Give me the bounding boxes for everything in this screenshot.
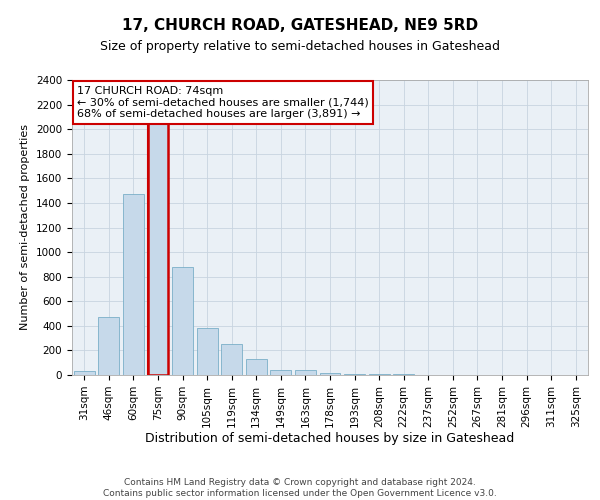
Bar xyxy=(172,267,193,375)
Text: Size of property relative to semi-detached houses in Gateshead: Size of property relative to semi-detach… xyxy=(100,40,500,53)
Text: 17 CHURCH ROAD: 74sqm
← 30% of semi-detached houses are smaller (1,744)
68% of s: 17 CHURCH ROAD: 74sqm ← 30% of semi-deta… xyxy=(77,86,369,119)
Bar xyxy=(368,374,389,375)
Bar xyxy=(344,374,365,375)
Bar xyxy=(295,370,316,375)
Bar xyxy=(148,123,169,375)
Bar xyxy=(221,344,242,375)
Bar xyxy=(197,328,218,375)
Bar xyxy=(123,194,144,375)
Bar xyxy=(393,374,414,375)
Bar xyxy=(271,370,292,375)
Bar xyxy=(320,372,340,375)
Text: Contains HM Land Registry data © Crown copyright and database right 2024.
Contai: Contains HM Land Registry data © Crown c… xyxy=(103,478,497,498)
Bar xyxy=(98,317,119,375)
Text: 17, CHURCH ROAD, GATESHEAD, NE9 5RD: 17, CHURCH ROAD, GATESHEAD, NE9 5RD xyxy=(122,18,478,32)
X-axis label: Distribution of semi-detached houses by size in Gateshead: Distribution of semi-detached houses by … xyxy=(145,432,515,446)
Y-axis label: Number of semi-detached properties: Number of semi-detached properties xyxy=(20,124,31,330)
Bar xyxy=(74,372,95,375)
Bar xyxy=(246,359,267,375)
